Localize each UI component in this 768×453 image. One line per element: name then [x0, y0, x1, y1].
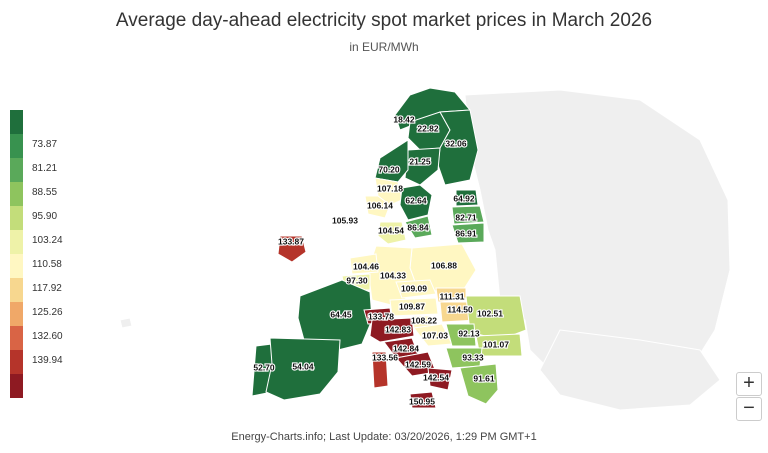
legend-label: 95.90 — [32, 211, 58, 222]
chart-title: Average day-ahead electricity spot marke… — [115, 10, 653, 31]
legend-label: 117.92 — [32, 283, 62, 294]
legend-swatch — [10, 350, 23, 374]
legend-swatch — [10, 158, 23, 182]
legend-swatch — [10, 326, 23, 350]
legend-swatch — [10, 206, 23, 230]
legend-swatch — [10, 254, 23, 278]
price-label-pl: 106.88 — [431, 260, 457, 270]
price-label-it_cs: 142.59 — [405, 359, 431, 369]
background-land — [119, 89, 731, 411]
legend-label: 73.87 — [32, 139, 58, 150]
region-it-n[interactable] — [369, 317, 415, 343]
zoom-out-button[interactable]: − — [736, 397, 762, 421]
price-label-it_n: 142.83 — [385, 324, 411, 334]
region-lv[interactable] — [451, 205, 485, 225]
legend-label: 139.94 — [32, 355, 63, 366]
region-it-sar[interactable] — [371, 351, 389, 389]
price-label-no1: 107.18 — [377, 183, 403, 193]
price-label-dk: 104.54 — [378, 225, 404, 235]
legend-swatch — [10, 302, 23, 326]
region-rs[interactable] — [445, 323, 477, 347]
price-label-ie: 133.87 — [278, 236, 304, 246]
legend-swatch — [10, 374, 23, 398]
region-at[interactable] — [389, 297, 439, 317]
legend-label: 81.21 — [32, 163, 58, 174]
price-label-de: 104.33 — [380, 270, 406, 280]
legend-label: 125.26 — [32, 307, 63, 318]
region-se4[interactable] — [404, 215, 433, 239]
price-label-se1: 22.82 — [417, 123, 439, 133]
price-label-it_sar: 133.56 — [372, 352, 398, 362]
region-no2[interactable] — [364, 195, 391, 219]
price-label-it_sic: 150.95 — [409, 396, 435, 406]
legend-label: 88.55 — [32, 187, 58, 198]
zoom-in-button[interactable]: + — [736, 372, 762, 396]
price-label-fr: 64.45 — [330, 309, 352, 319]
region-dk[interactable] — [377, 221, 407, 245]
price-label-no3: 70.20 — [378, 164, 400, 174]
price-label-pt: 52.70 — [253, 362, 275, 372]
price-label-ch: 133.78 — [368, 311, 394, 321]
price-label-gr: 91.61 — [473, 373, 495, 383]
legend-swatch — [10, 134, 23, 158]
legend-color-scale — [10, 110, 23, 398]
region-no3[interactable] — [374, 139, 409, 183]
legend-label: 103.24 — [32, 235, 63, 246]
price-label-cz: 109.09 — [401, 283, 427, 293]
region-ee[interactable] — [455, 189, 479, 207]
chart-subtitle: in EUR/MWh — [349, 40, 419, 54]
price-label-it_s: 142.54 — [423, 372, 449, 382]
price-label-rs: 92.13 — [458, 328, 480, 338]
price-label-gb: 105.93 — [332, 215, 358, 225]
price-label-sk: 111.31 — [439, 291, 464, 301]
price-label-ro: 102.51 — [477, 308, 503, 318]
price-label-fi: 32.06 — [445, 138, 467, 148]
legend-label: 132.60 — [32, 331, 63, 342]
price-label-lt: 86.91 — [455, 228, 477, 238]
price-label-hr: 107.03 — [422, 330, 448, 340]
region-cz[interactable] — [395, 279, 437, 299]
legend-swatch — [10, 182, 23, 206]
source-footer: Energy-Charts.info; Last Update: 03/20/2… — [231, 431, 537, 443]
price-label-lv: 82.71 — [455, 212, 477, 222]
legend-swatch — [10, 230, 23, 254]
region-es[interactable] — [265, 337, 341, 401]
price-label-se3: 62.64 — [405, 195, 427, 205]
region-ie[interactable] — [277, 235, 307, 263]
price-label-me: 93.33 — [462, 352, 484, 362]
price-label-se2: 21.25 — [409, 156, 431, 166]
region-it-sic[interactable] — [409, 391, 437, 409]
price-label-no4: 18.42 — [393, 114, 415, 124]
region-se3[interactable] — [399, 184, 433, 221]
region-nl[interactable] — [349, 253, 379, 275]
price-label-si: 108.22 — [411, 315, 437, 325]
price-label-ee: 64.92 — [453, 193, 475, 203]
region-gr[interactable] — [459, 363, 499, 405]
price-label-nl: 104.46 — [353, 261, 379, 271]
price-label-es: 54.04 — [292, 361, 314, 371]
price-regions — [251, 87, 527, 409]
price-label-it_cn: 142.84 — [393, 343, 419, 353]
price-label-se4: 86.84 — [407, 222, 429, 232]
legend-swatch — [10, 278, 23, 302]
region-it-s[interactable] — [427, 367, 453, 391]
region-fi[interactable] — [437, 109, 479, 186]
legend-label: 110.58 — [32, 259, 62, 270]
price-label-bg: 101.07 — [483, 339, 509, 349]
region-lt[interactable] — [451, 222, 485, 244]
price-label-hu: 114.50 — [447, 304, 473, 314]
region-se2[interactable] — [404, 147, 441, 186]
price-label-at: 109.87 — [399, 301, 425, 311]
legend-swatch — [10, 110, 23, 134]
region-fr[interactable] — [297, 279, 373, 353]
price-label-be: 97.30 — [346, 275, 368, 285]
color-legend: 73.87 81.21 88.55 95.90 103.24 110.58 117.92 12… — [8, 110, 88, 400]
price-label-no2: 106.14 — [367, 200, 393, 210]
